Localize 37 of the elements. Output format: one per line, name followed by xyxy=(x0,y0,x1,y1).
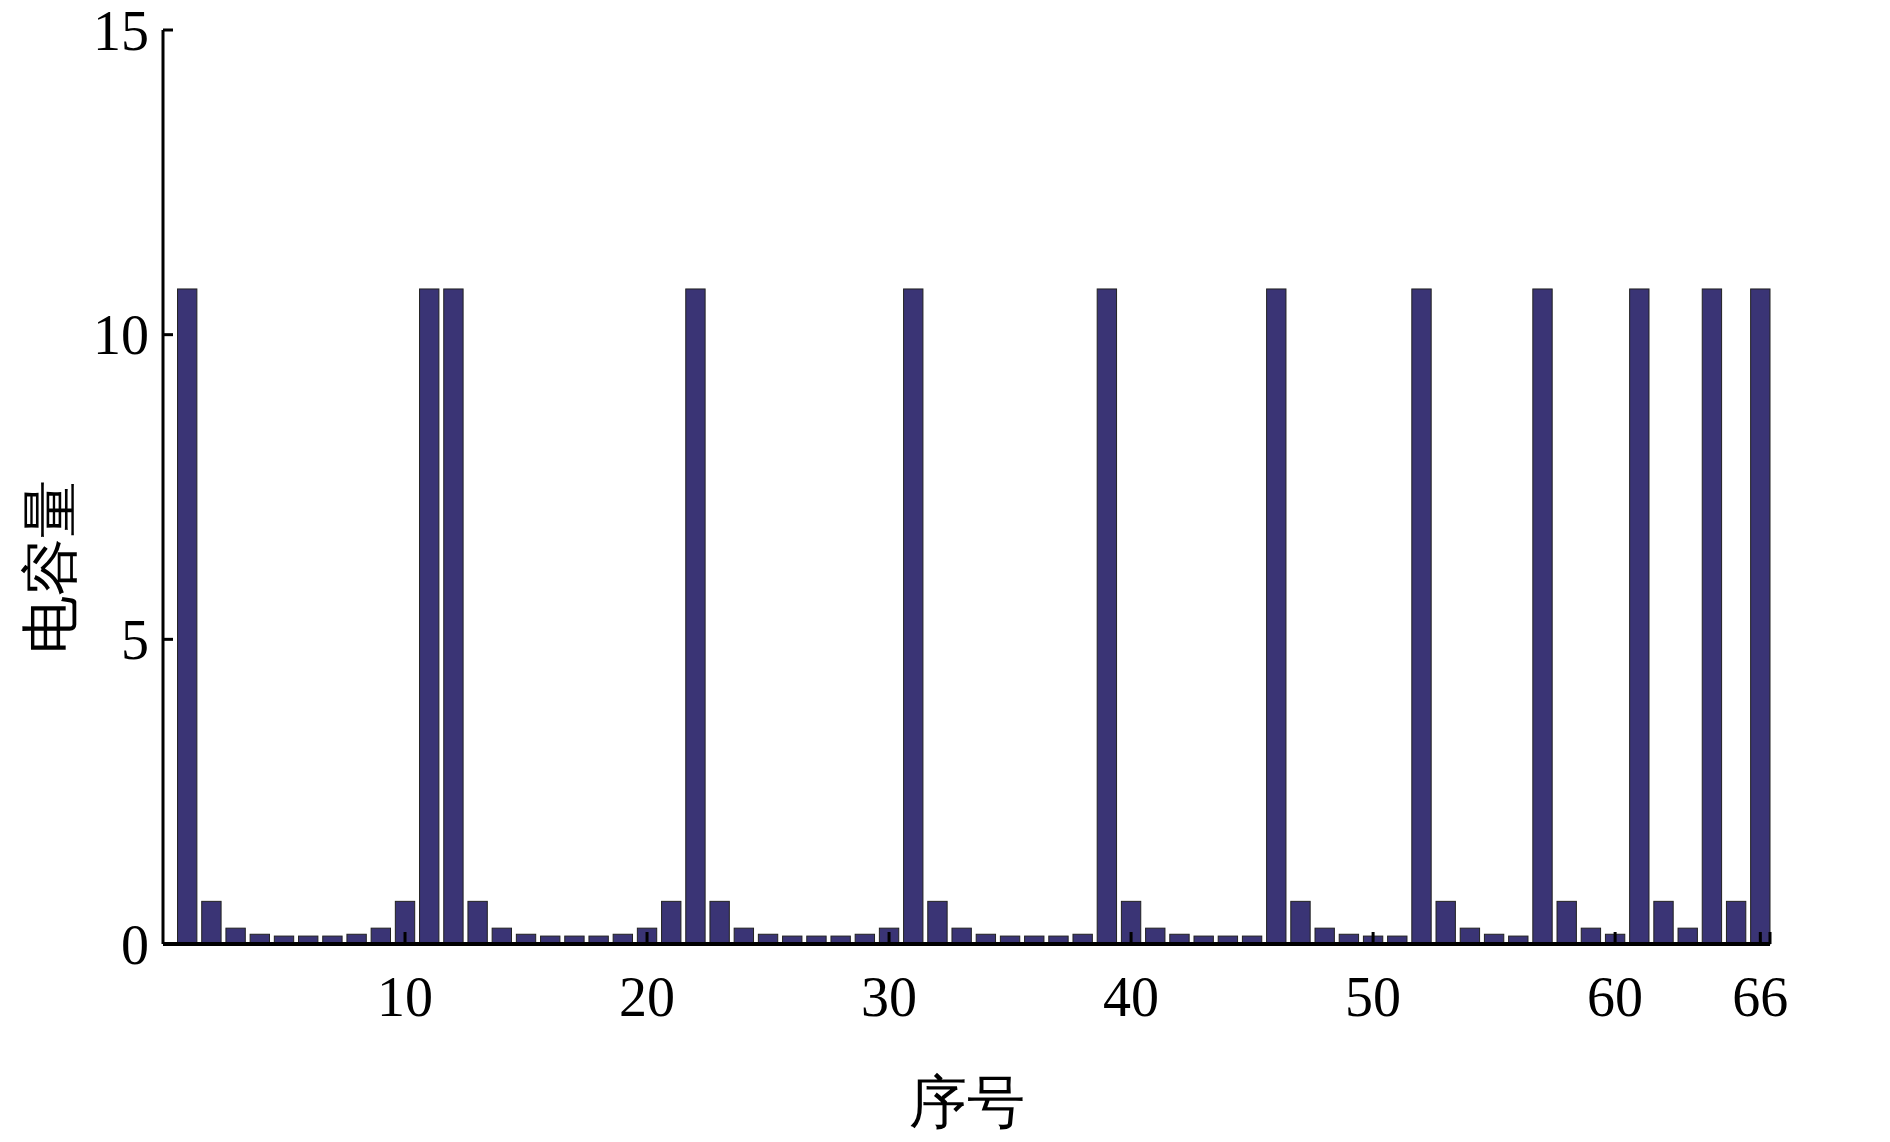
bar xyxy=(1411,288,1432,945)
bar xyxy=(1556,900,1577,945)
bar xyxy=(1532,288,1553,945)
bar xyxy=(1435,900,1456,945)
bar xyxy=(1725,900,1747,945)
bar xyxy=(1096,288,1118,945)
y-axis-title: 电容量 xyxy=(16,480,84,654)
bar xyxy=(903,288,924,945)
x-tick-label: 20 xyxy=(619,966,676,1028)
bar xyxy=(1653,900,1674,945)
bar xyxy=(927,900,948,945)
x-tick-label: 40 xyxy=(1103,966,1160,1028)
x-tick-label: 50 xyxy=(1345,966,1402,1028)
bar xyxy=(1120,900,1142,945)
bar xyxy=(685,288,706,945)
bar xyxy=(1750,288,1771,945)
x-tick-label: 66 xyxy=(1732,966,1789,1028)
bar xyxy=(443,288,464,945)
bar xyxy=(1629,288,1650,945)
bar xyxy=(1701,288,1723,945)
x-axis-title: 序号 xyxy=(908,1068,1025,1136)
x-tick-label: 60 xyxy=(1587,966,1644,1028)
bar xyxy=(709,900,730,945)
y-tick-label: 0 xyxy=(121,913,149,976)
bar xyxy=(394,900,416,945)
x-tick-label: 30 xyxy=(861,966,918,1028)
bar xyxy=(467,900,488,945)
x-tick-label: 10 xyxy=(377,966,434,1028)
bar xyxy=(177,288,198,945)
bar xyxy=(201,900,222,945)
bar xyxy=(419,288,440,945)
bar xyxy=(661,900,682,945)
bar xyxy=(1290,900,1311,945)
y-tick-label: 5 xyxy=(121,608,149,671)
y-tick-label: 15 xyxy=(93,0,149,62)
bar xyxy=(1266,288,1287,945)
y-tick-label: 10 xyxy=(93,304,149,367)
